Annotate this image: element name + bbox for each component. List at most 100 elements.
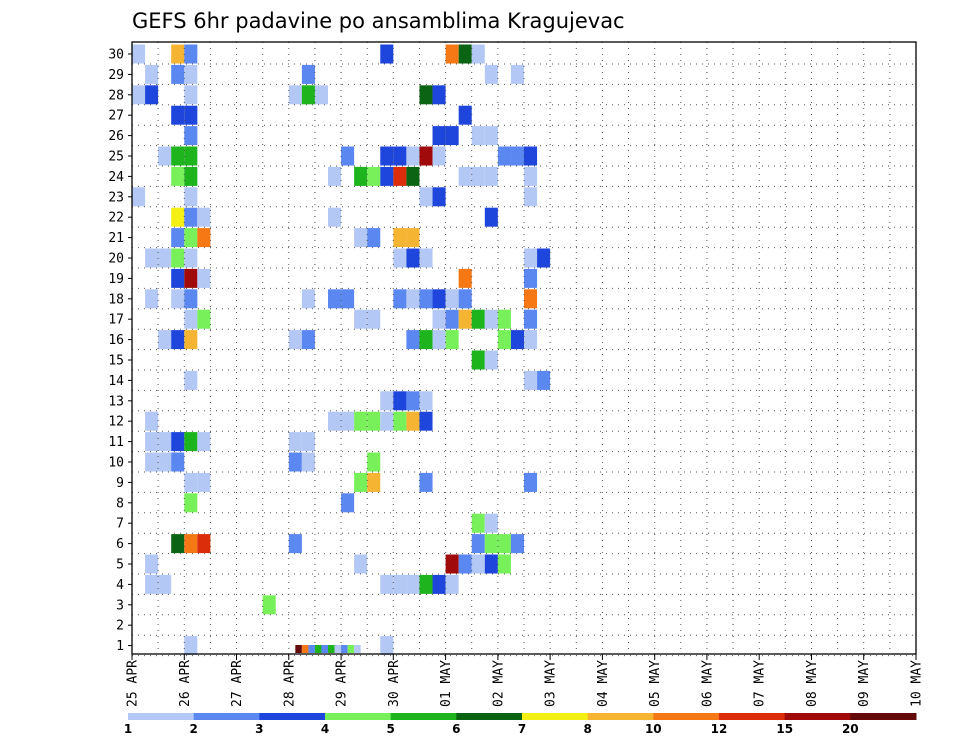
x-tick-label: 07 MAY [753, 660, 768, 707]
heatmap-cell [537, 370, 551, 390]
y-tick-label: 3 [116, 598, 124, 613]
strip-cell [354, 645, 361, 653]
heatmap-cell [341, 146, 355, 166]
x-tick-label: 26 APR [178, 660, 193, 707]
heatmap-cell [145, 411, 159, 431]
heatmap-cell [184, 493, 198, 513]
y-tick-label: 30 [108, 48, 124, 63]
heatmap-cell [471, 126, 485, 146]
x-tick-label: 08 MAY [805, 660, 820, 707]
heatmap-cell [328, 411, 342, 431]
heatmap-cell [132, 85, 146, 105]
heatmap-cell [341, 493, 355, 513]
heatmap-cell [406, 146, 420, 166]
heatmap-cell [380, 166, 394, 186]
heatmap-cell [406, 330, 420, 350]
heatmap-cell [524, 370, 538, 390]
colorbar-label: 5 [387, 722, 395, 736]
y-axis-tick-labels: 1234567891011121314151617181920212223242… [108, 48, 132, 654]
heatmap-cell [497, 146, 511, 166]
colorbar-label: 10 [645, 722, 662, 736]
heatmap-cell [145, 452, 159, 472]
heatmap-cell [132, 187, 146, 207]
heatmap-cell [197, 534, 211, 554]
heatmap-cell [432, 146, 446, 166]
heatmap-cell [419, 289, 433, 309]
x-tick-label: 06 MAY [700, 660, 715, 707]
heatmap-cell [497, 534, 511, 554]
heatmap-cell [367, 309, 381, 329]
x-tick-label: 09 MAY [857, 660, 872, 707]
heatmap-cell [171, 228, 185, 248]
heatmap-cell [158, 330, 172, 350]
y-tick-label: 17 [108, 313, 124, 328]
y-tick-label: 19 [108, 272, 124, 287]
heatmap-cell [393, 574, 407, 594]
y-tick-label: 11 [108, 435, 124, 450]
heatmap-cell [524, 330, 538, 350]
heatmap-cell [132, 44, 146, 64]
plot-frame [131, 41, 917, 655]
heatmap-cell [471, 44, 485, 64]
heatmap-cell [171, 146, 185, 166]
heatmap-cell [367, 411, 381, 431]
heatmap-cell [380, 146, 394, 166]
strip-cell [347, 645, 355, 653]
heatmap-cell [406, 391, 420, 411]
heatmap-cell [184, 248, 198, 268]
colorbar-label: 20 [842, 722, 859, 736]
colorbar-swatch [390, 713, 457, 720]
heatmap-cell [419, 411, 433, 431]
x-tick-label: 03 MAY [544, 660, 559, 707]
heatmap-cell [197, 207, 211, 227]
heatmap-cell [367, 472, 381, 492]
y-tick-label: 4 [116, 578, 124, 593]
heatmap-cell [301, 85, 315, 105]
heatmap-cell [393, 391, 407, 411]
heatmap-cell [510, 534, 524, 554]
heatmap-cell [445, 574, 459, 594]
heatmap-cell [171, 330, 185, 350]
heatmap-cell [458, 554, 472, 574]
heatmap-cell [171, 105, 185, 125]
colorbar-label: 8 [584, 722, 592, 736]
heatmap-cell [171, 452, 185, 472]
heatmap-cell [432, 126, 446, 146]
heatmap-cell [184, 64, 198, 84]
y-tick-label: 9 [116, 476, 124, 491]
y-tick-label: 24 [108, 170, 124, 185]
y-tick-label: 2 [116, 619, 124, 634]
heatmap-cell [145, 248, 159, 268]
heatmap-cell [393, 289, 407, 309]
heatmap-cell [432, 330, 446, 350]
heatmap-cell [524, 472, 538, 492]
heatmap-cell [497, 330, 511, 350]
heatmap-cell [184, 85, 198, 105]
heatmap-cell [484, 166, 498, 186]
strip-cell [314, 645, 322, 653]
heatmap-cell [171, 207, 185, 227]
heatmap-cell [184, 330, 198, 350]
heatmap-cell [471, 513, 485, 533]
heatmap-cell [524, 248, 538, 268]
heatmap-cell [145, 574, 159, 594]
heatmap-cell [393, 411, 407, 431]
y-tick-label: 26 [108, 129, 124, 144]
y-tick-label: 8 [116, 496, 124, 511]
heatmap-cell [406, 289, 420, 309]
heatmap-cell [524, 166, 538, 186]
y-tick-label: 5 [116, 558, 124, 573]
heatmap-cell [497, 309, 511, 329]
heatmap-cell [184, 146, 198, 166]
colorbar-swatch [784, 713, 851, 720]
heatmap-cell [406, 248, 420, 268]
heatmap-cell [380, 636, 394, 656]
heatmap-cell [445, 289, 459, 309]
y-tick-label: 22 [108, 211, 124, 226]
heatmap-cell [184, 268, 198, 288]
heatmap-cell [184, 44, 198, 64]
x-tick-label: 25 APR [126, 660, 141, 707]
x-tick-label: 27 APR [230, 660, 245, 707]
heatmap-cell [419, 85, 433, 105]
heatmap-cell [184, 432, 198, 452]
